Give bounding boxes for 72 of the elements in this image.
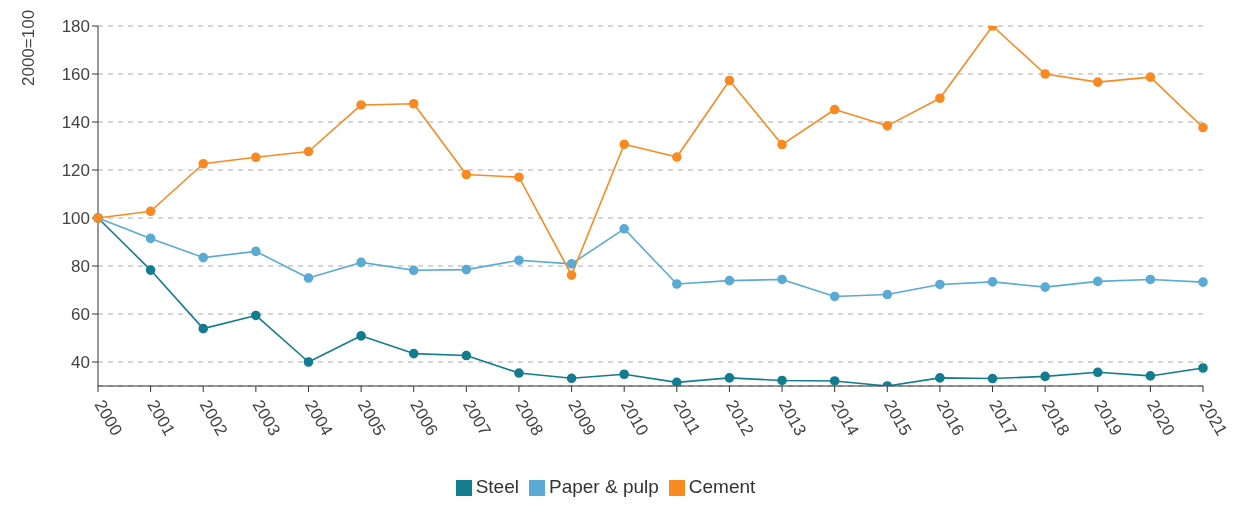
point: [251, 246, 261, 257]
point: [777, 139, 787, 150]
point: [619, 224, 629, 234]
point: [672, 279, 682, 289]
point: [829, 104, 840, 115]
point: [356, 331, 366, 341]
point: [724, 373, 735, 383]
y-tick-label: 160: [61, 65, 90, 85]
point: [777, 375, 787, 386]
point: [619, 139, 629, 150]
point: [1092, 276, 1103, 287]
y-tick-label: 140: [61, 113, 90, 133]
y-tick-label: 100: [61, 209, 90, 229]
point: [356, 257, 366, 268]
point: [461, 169, 472, 180]
point: [408, 348, 419, 359]
point: [724, 275, 735, 286]
point: [198, 323, 209, 334]
point: [987, 373, 998, 384]
point: [1040, 69, 1050, 79]
point: [408, 265, 419, 276]
point: [829, 291, 840, 302]
y-axis-title: 2000=100: [19, 9, 39, 86]
point: [461, 350, 472, 361]
point: [303, 146, 314, 157]
point: [1198, 363, 1208, 373]
point: [303, 273, 314, 283]
legend-label: Steel: [475, 476, 519, 497]
point: [935, 373, 945, 383]
y-tick-label: 120: [61, 161, 90, 181]
point: [1040, 282, 1050, 292]
point: [1198, 277, 1208, 287]
point: [1092, 77, 1103, 87]
legend-label: Paper & pulp: [548, 476, 659, 497]
y-tick-label: 40: [71, 353, 90, 373]
point: [935, 279, 945, 290]
point: [303, 357, 314, 367]
point: [672, 152, 682, 162]
y-tick-label: 80: [71, 257, 90, 277]
point: [251, 310, 261, 321]
point: [251, 152, 261, 163]
point: [987, 277, 998, 287]
point: [145, 233, 156, 244]
point: [882, 289, 893, 300]
point: [198, 252, 209, 263]
point: [619, 369, 629, 380]
point: [514, 368, 524, 378]
point: [1092, 367, 1103, 378]
point: [514, 255, 524, 266]
point: [672, 377, 682, 386]
y-tick-label: 60: [71, 305, 90, 325]
point: [566, 270, 577, 280]
point: [356, 100, 366, 110]
point: [724, 75, 735, 86]
y-tick-label: 180: [61, 17, 90, 37]
legend-label: Cement: [688, 476, 756, 497]
point: [408, 98, 419, 109]
point: [1198, 122, 1208, 133]
point: [145, 206, 156, 217]
point: [566, 259, 577, 269]
point: [777, 274, 787, 285]
point: [1040, 371, 1050, 382]
point: [829, 376, 840, 386]
point: [1145, 274, 1156, 285]
point: [145, 265, 156, 275]
point: [514, 172, 524, 182]
point: [198, 158, 209, 169]
point: [461, 264, 472, 275]
point: [1145, 72, 1156, 82]
point: [1145, 371, 1156, 381]
point: [566, 373, 577, 384]
point: [882, 121, 893, 131]
